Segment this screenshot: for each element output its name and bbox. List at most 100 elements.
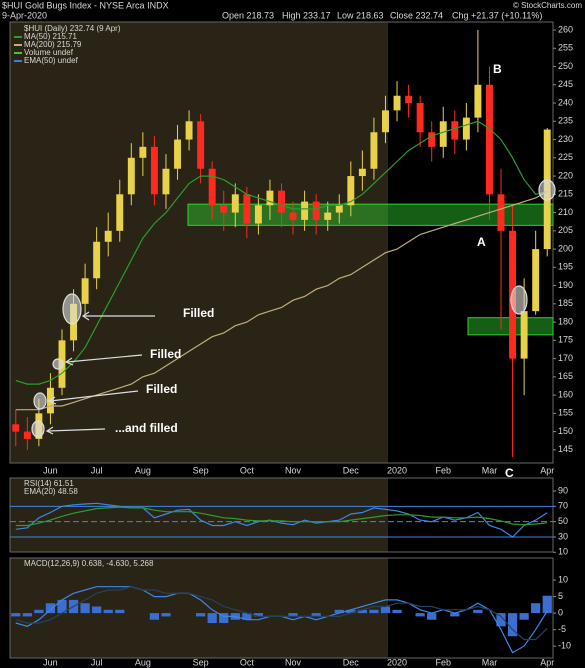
candle-body xyxy=(485,84,493,195)
candle-body xyxy=(23,431,31,439)
candle-body xyxy=(393,95,401,111)
y-tick-label: 185 xyxy=(558,298,573,308)
x-tick-label: Dec xyxy=(343,657,360,667)
x-tick-label: Oct xyxy=(240,657,255,667)
y-tick-label: 10 xyxy=(558,574,568,584)
candle-body xyxy=(451,121,459,140)
x-tick-label: Apr xyxy=(540,657,554,667)
annotation: Filled xyxy=(146,382,177,396)
change: Chg +21.37 (+10.11%) xyxy=(452,10,542,20)
histogram-bar xyxy=(450,613,460,617)
candle-body xyxy=(220,205,228,213)
legend-label: MA(50) 215.71 xyxy=(24,32,77,41)
y-tick-label: -10 xyxy=(558,640,571,650)
y-tick-label: 90 xyxy=(558,485,568,495)
macd-line xyxy=(15,586,548,641)
legend-label: MACD(12,26,9) 0.638, -4.630, 5.268 xyxy=(24,559,154,568)
y-tick-label: 245 xyxy=(558,79,573,89)
histogram-bar xyxy=(149,613,160,620)
histogram-bar xyxy=(519,613,529,620)
y-tick-label: 150 xyxy=(558,426,573,436)
histogram-bar xyxy=(473,609,483,614)
annotation: Filled xyxy=(150,347,181,361)
y-tick-label: 205 xyxy=(558,225,573,235)
candle-body xyxy=(439,121,447,147)
ohlc-high: High 233.17 xyxy=(282,10,331,20)
indicator-line xyxy=(15,506,548,527)
candle-body xyxy=(416,103,424,133)
y-tick-label: 30 xyxy=(558,531,568,541)
y-tick-label: 190 xyxy=(558,280,573,290)
candle-body xyxy=(93,241,101,279)
panel-shade xyxy=(10,558,388,658)
candle-body xyxy=(382,110,389,133)
candle-body xyxy=(462,117,470,140)
histogram-bar xyxy=(57,599,67,614)
candle-body xyxy=(162,168,170,195)
candle-body xyxy=(520,311,528,359)
histogram-bar xyxy=(380,606,391,614)
candle-body xyxy=(474,84,482,118)
candle-body xyxy=(12,424,20,432)
date: 9-Apr-2020 xyxy=(2,10,47,20)
legend-label: RSI(14) 61.51 xyxy=(24,479,74,488)
annotation: Filled xyxy=(183,306,214,320)
y-tick-label: 180 xyxy=(558,316,573,326)
y-tick-label: 165 xyxy=(558,371,573,381)
x-tick-label: Jul xyxy=(91,657,103,667)
histogram-bar xyxy=(369,609,379,614)
x-tick-label: Jun xyxy=(43,465,58,475)
histogram-bar xyxy=(253,613,264,617)
x-tick-label: Sep xyxy=(193,465,209,475)
histogram-bar xyxy=(22,613,32,617)
panel-shade xyxy=(10,478,388,552)
candle-body xyxy=(185,121,193,140)
y-tick-label: 230 xyxy=(558,134,573,144)
panel-borders xyxy=(9,21,554,659)
histogram-bar xyxy=(392,609,402,614)
y-tick-label: 10 xyxy=(558,547,568,557)
histogram-bar xyxy=(496,613,506,627)
annotation: B xyxy=(493,62,502,76)
y-tick-label: 210 xyxy=(558,207,573,217)
x-tick-label: Mar xyxy=(482,465,498,475)
candle-body xyxy=(347,176,355,206)
candle-body xyxy=(81,278,89,304)
legend-label: EMA(50) undef xyxy=(24,56,79,65)
y-tick-label: 50 xyxy=(558,516,568,526)
y-tick-label: 220 xyxy=(558,170,573,180)
x-tick-label: Aug xyxy=(135,465,151,475)
credit: © StockCharts.com xyxy=(513,1,582,10)
candle-body xyxy=(312,201,320,220)
y-tick-label: 260 xyxy=(558,24,573,34)
y-tick-label: 240 xyxy=(558,97,573,107)
legend-label: MA(200) 215.79 xyxy=(24,40,82,49)
histogram-bar xyxy=(346,609,356,614)
candle-body xyxy=(428,132,436,147)
candle-body xyxy=(370,132,378,169)
histogram-bar xyxy=(507,613,518,637)
histogram-bar xyxy=(427,613,437,620)
legend-title: $HUI (Daily) 232.74 (9 Apr) xyxy=(24,24,121,33)
candle-body xyxy=(497,194,505,231)
histogram-bar xyxy=(207,613,217,624)
candle-body xyxy=(150,146,158,195)
histogram-bar xyxy=(531,603,541,614)
histogram-bar xyxy=(334,609,344,614)
histogram-bar xyxy=(357,609,367,614)
y-tick-label: 155 xyxy=(558,408,573,418)
histogram-bar xyxy=(242,613,252,620)
y-tick-label: 5 xyxy=(558,591,563,601)
histogram-bar xyxy=(311,613,321,617)
x-tick-label: Apr xyxy=(540,465,554,475)
candle-body xyxy=(335,205,343,213)
x-tick-label: Feb xyxy=(435,465,451,475)
x-tick-label: Sep xyxy=(193,657,209,667)
candle-body xyxy=(127,157,135,195)
candle-body xyxy=(243,194,251,224)
ohlc-close: Close 232.74 xyxy=(390,10,443,20)
legend-label: EMA(20) 48.58 xyxy=(24,487,78,496)
histogram-bar xyxy=(115,609,125,614)
candle-body xyxy=(116,194,124,231)
